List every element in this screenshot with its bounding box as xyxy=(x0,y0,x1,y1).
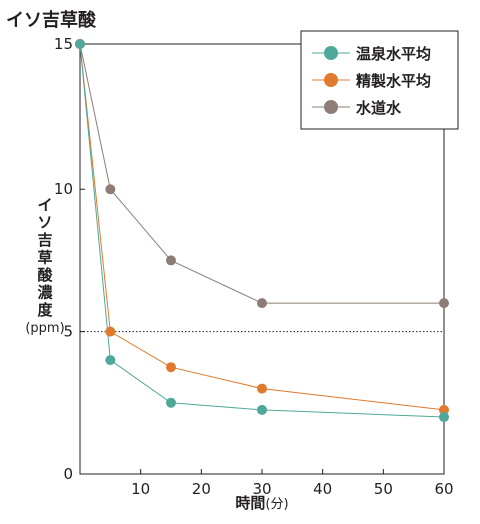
y-tick-label: 15 xyxy=(54,35,73,53)
data-point xyxy=(166,397,176,408)
legend-label: 精製水平均 xyxy=(356,72,431,90)
legend-label: 水道水 xyxy=(356,99,402,117)
data-point xyxy=(257,404,267,415)
x-axis-label: 時間(分) xyxy=(235,494,288,512)
y-axis-unit: (ppm) xyxy=(25,321,64,336)
data-point xyxy=(166,362,176,373)
data-point xyxy=(439,298,449,309)
y-axis-label-char: 吉 xyxy=(37,231,52,249)
axis-ticks: 0 5 10 15 10 20 30 40 50 60 xyxy=(54,35,454,498)
y-axis-label-char: 酸 xyxy=(37,266,53,284)
legend-label: 温泉水平均 xyxy=(356,45,431,63)
data-point xyxy=(166,255,176,266)
y-tick-label: 0 xyxy=(63,465,73,483)
data-point xyxy=(257,298,267,309)
chart-title: イソ吉草酸 xyxy=(6,9,97,31)
x-tick-label: 60 xyxy=(434,480,453,498)
data-point xyxy=(105,326,116,337)
data-point xyxy=(439,412,449,423)
legend-marker xyxy=(324,73,338,87)
x-tick-label: 30 xyxy=(252,480,271,498)
data-point xyxy=(257,383,267,394)
x-tick-label: 40 xyxy=(313,480,332,498)
y-tick-label: 10 xyxy=(54,180,73,198)
data-point xyxy=(75,39,85,49)
data-point xyxy=(439,404,449,415)
y-axis-label-char: 度 xyxy=(37,301,53,319)
x-tick-label: 20 xyxy=(192,480,211,498)
series-group xyxy=(75,39,449,423)
y-axis-label-char: 濃 xyxy=(37,284,53,302)
x-tick-label: 50 xyxy=(374,480,393,498)
x-axis-label-main: 時間 xyxy=(235,494,265,512)
y-axis-label-char: イ xyxy=(37,196,52,214)
y-axis-label-char: 草 xyxy=(37,249,52,267)
legend-marker xyxy=(324,46,338,60)
legend-marker xyxy=(324,100,338,114)
data-point xyxy=(105,184,116,195)
y-tick-label: 5 xyxy=(63,323,73,341)
x-tick-label: 10 xyxy=(131,480,150,498)
x-axis-label-unit: (分) xyxy=(265,497,288,512)
y-axis-label-char: ソ xyxy=(37,214,52,232)
data-point xyxy=(105,355,116,366)
